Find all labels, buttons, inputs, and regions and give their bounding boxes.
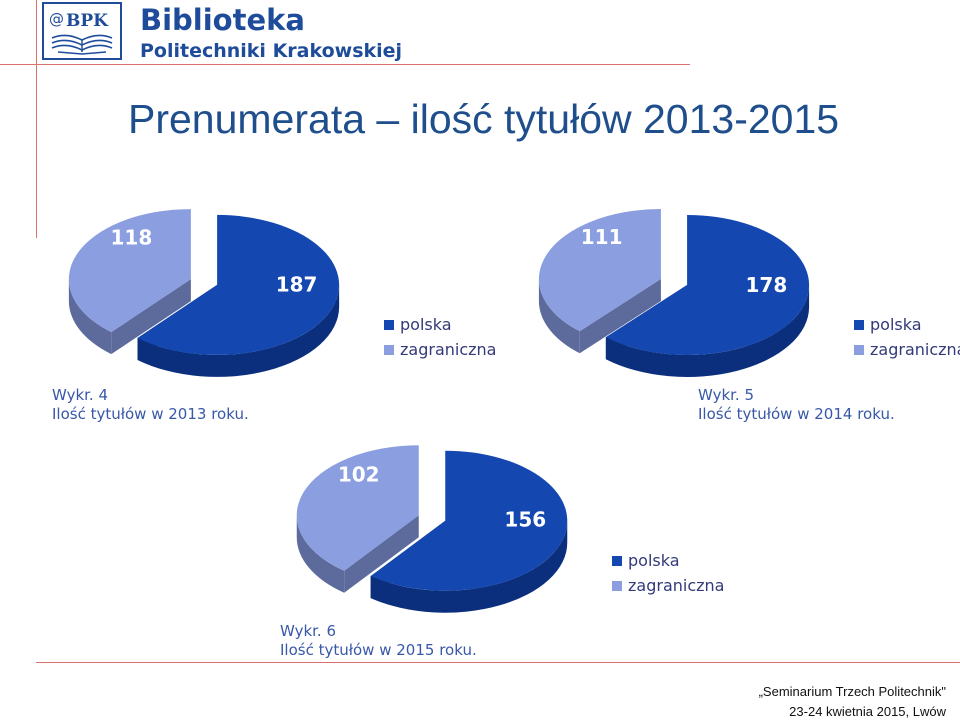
pie-slice-side-polska bbox=[137, 284, 340, 377]
pie-slice-polska bbox=[370, 450, 568, 591]
pie-slice-zagraniczna bbox=[296, 445, 419, 571]
caption-2015: Wykr. 6 Ilość tytułów w 2015 roku. bbox=[280, 622, 477, 660]
pie-chart-2015: 156 102 polska zagraniczna bbox=[288, 426, 728, 661]
footer-event: „Seminarium Trzech Politechnik" bbox=[758, 684, 946, 699]
pie-slice-side-zagraniczna bbox=[68, 279, 112, 355]
legend-item-zagraniczna: zagraniczna bbox=[612, 573, 724, 598]
legend-item-polska: polska bbox=[854, 312, 960, 337]
legend-item-polska: polska bbox=[612, 548, 724, 573]
legend-2013: polska zagraniczna bbox=[384, 312, 496, 362]
legend-label-zagraniczna: zagraniczna bbox=[628, 576, 725, 595]
caption-2014-line1: Wykr. 5 bbox=[698, 386, 755, 404]
legend-label-polska: polska bbox=[870, 315, 922, 334]
pie-2015-plot: 156 102 bbox=[296, 445, 568, 613]
pie-chart-2014: 178 111 polska zagraniczna bbox=[530, 190, 960, 425]
legend-swatch-polska bbox=[854, 319, 864, 330]
pie-slice-side-polska bbox=[605, 284, 810, 377]
caption-2015-line2: Ilość tytułów w 2015 roku. bbox=[280, 641, 477, 659]
legend-label-polska: polska bbox=[628, 551, 680, 570]
pie-value-label-polska: 178 bbox=[745, 273, 787, 297]
logo: @ BPK bbox=[42, 2, 122, 60]
page-title: Prenumerata – ilość tytułów 2013-2015 bbox=[128, 96, 840, 142]
caption-2014-line2: Ilość tytułów w 2014 roku. bbox=[698, 405, 895, 423]
pie-slice-side-zagraniczna bbox=[296, 515, 345, 593]
pie-2014-plot: 178 111 bbox=[538, 209, 810, 377]
book-icon: @ BPK bbox=[49, 10, 113, 55]
legend-item-polska: polska bbox=[384, 312, 496, 337]
logo-text: BPK bbox=[66, 11, 109, 31]
legend-swatch-polska bbox=[612, 555, 622, 566]
pie-value-label-zagraniczna: 102 bbox=[338, 463, 380, 487]
legend-2014: polska zagraniczna bbox=[854, 312, 960, 362]
svg-text:@: @ bbox=[49, 10, 64, 28]
pie-slice-edge-zagraniczna bbox=[579, 279, 661, 354]
legend-swatch-zagraniczna bbox=[854, 344, 864, 355]
legend-item-zagraniczna: zagraniczna bbox=[854, 337, 960, 362]
brand-line2: Politechniki Krakowskiej bbox=[140, 40, 403, 62]
pie-chart-2013: 187 118 polska zagraniczna bbox=[60, 190, 500, 425]
pie-value-label-polska: 187 bbox=[276, 273, 318, 297]
legend-swatch-zagraniczna bbox=[612, 580, 622, 591]
pie-slice-edge-zagraniczna bbox=[344, 515, 419, 593]
pie-value-label-zagraniczna: 111 bbox=[581, 225, 623, 249]
pie-slice-zagraniczna bbox=[68, 209, 191, 333]
footer-divider bbox=[36, 662, 960, 663]
footer-date: 23-24 kwietnia 2015, Lwów bbox=[789, 704, 946, 719]
pie-slice-polska bbox=[137, 214, 340, 355]
caption-2013: Wykr. 4 Ilość tytułów w 2013 roku. bbox=[52, 386, 249, 424]
legend-2015: polska zagraniczna bbox=[612, 548, 724, 598]
pie-slice-zagraniczna bbox=[538, 209, 661, 332]
legend-swatch-zagraniczna bbox=[384, 344, 394, 355]
pie-value-label-polska: 156 bbox=[504, 507, 546, 531]
left-rule bbox=[36, 0, 37, 238]
legend-label-polska: polska bbox=[400, 315, 452, 334]
brand-line1: Biblioteka bbox=[140, 3, 305, 37]
pie-value-label-zagraniczna: 118 bbox=[111, 225, 153, 249]
pie-slice-side-zagraniczna bbox=[538, 279, 580, 354]
caption-2015-line1: Wykr. 6 bbox=[280, 622, 337, 640]
pie-slice-edge-zagraniczna bbox=[111, 279, 191, 355]
legend-label-zagraniczna: zagraniczna bbox=[400, 340, 497, 359]
caption-2013-line2: Ilość tytułów w 2013 roku. bbox=[52, 405, 249, 423]
caption-2013-line1: Wykr. 4 bbox=[52, 386, 109, 404]
pie-slice-polska bbox=[605, 214, 810, 355]
legend-label-zagraniczna: zagraniczna bbox=[870, 340, 960, 359]
legend-swatch-polska bbox=[384, 319, 394, 330]
legend-item-zagraniczna: zagraniczna bbox=[384, 337, 496, 362]
caption-2014: Wykr. 5 Ilość tytułów w 2014 roku. bbox=[698, 386, 895, 424]
pie-2013-plot: 187 118 bbox=[68, 209, 340, 377]
pie-slice-side-polska bbox=[370, 520, 568, 613]
header-divider bbox=[0, 64, 690, 65]
